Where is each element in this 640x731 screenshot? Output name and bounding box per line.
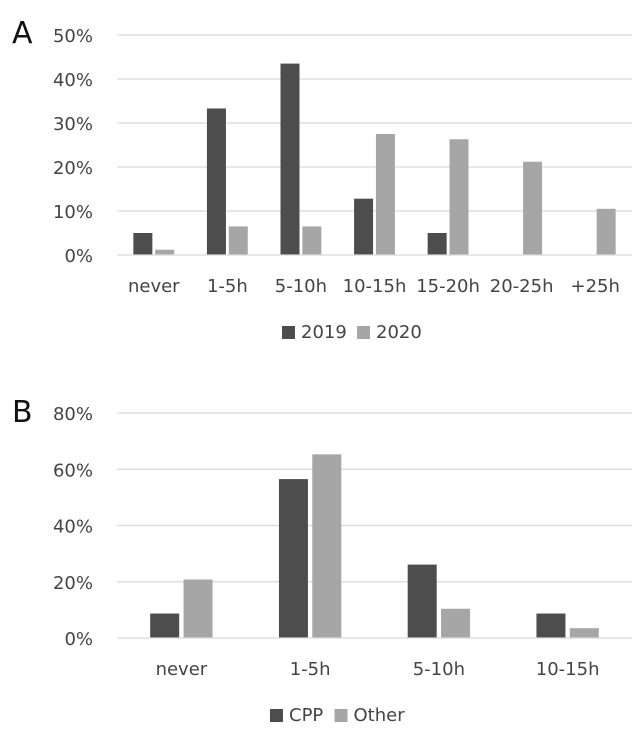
legend-label-cpp: CPP: [289, 705, 323, 726]
bar-a-2020-6: [523, 161, 543, 255]
bar-a-2020-7: [596, 208, 616, 255]
legend-b: CPP Other: [270, 705, 405, 726]
panel-letter-b: B: [12, 395, 33, 430]
chart-panel-b: B 0% 20% 40% 60% 80% never 1-5h 5-10h 10-15h CPP O…: [12, 395, 632, 726]
bar-a-2019-5: [427, 233, 447, 255]
x-tick-label-a: 5-10h: [275, 276, 327, 297]
legend-swatch-2020: [357, 326, 370, 339]
y-tick-label-b: 40%: [53, 517, 93, 538]
bar-a-2019-1: [133, 233, 153, 255]
x-tick-label-b: never: [156, 659, 208, 680]
y-tick-label-b: 60%: [53, 460, 93, 481]
legend-swatch-2019: [282, 326, 295, 339]
bar-a-2020-3: [302, 226, 322, 255]
bar-a-2020-5: [449, 139, 469, 255]
bar-b-other-1: [183, 579, 213, 638]
bar-a-2019-3: [280, 63, 300, 255]
bar-b-cpp-2: [278, 479, 308, 638]
legend-swatch-other: [334, 709, 348, 722]
panel-letter-a: A: [12, 16, 33, 51]
y-tick-label-a: 10%: [53, 202, 93, 223]
bar-b-cpp-1: [150, 613, 180, 638]
y-tick-label-a: 40%: [53, 70, 93, 91]
bar-a-2019-4: [354, 198, 374, 255]
x-tick-label-a: 10-15h: [343, 276, 407, 297]
bar-a-2019-2: [206, 108, 226, 255]
y-tick-label-a: 0%: [64, 246, 93, 267]
y-tick-label-b: 20%: [53, 573, 93, 594]
bar-b-cpp-3: [407, 564, 437, 638]
legend-swatch-cpp: [270, 709, 283, 722]
x-tick-label-a: never: [128, 276, 180, 297]
bar-b-other-2: [312, 454, 342, 638]
bar-a-2020-1: [155, 249, 175, 255]
x-tick-label-a: 15-20h: [416, 276, 480, 297]
x-tick-label-b: 1-5h: [290, 659, 331, 680]
bar-a-2020-4: [375, 134, 395, 255]
x-tick-label-b: 5-10h: [413, 659, 465, 680]
x-tick-label-a: 1-5h: [207, 276, 248, 297]
bar-b-other-3: [441, 608, 471, 638]
y-tick-label-b: 0%: [64, 629, 93, 650]
x-tick-label-b: 10-15h: [536, 659, 600, 680]
y-tick-label-a: 50%: [53, 26, 93, 47]
y-tick-label-a: 20%: [53, 158, 93, 179]
x-tick-label-a: +25h: [571, 276, 620, 297]
y-tick-label-b: 80%: [53, 404, 93, 425]
legend-label-2020: 2020: [376, 322, 422, 343]
bar-b-other-4: [569, 628, 599, 638]
legend-a: 2019 2020: [282, 322, 422, 343]
x-tick-label-a: 20-25h: [490, 276, 554, 297]
legend-label-other: Other: [354, 705, 406, 726]
bar-b-cpp-4: [536, 613, 566, 638]
legend-label-2019: 2019: [301, 322, 347, 343]
bar-a-2020-2: [228, 226, 248, 255]
chart-panel-a: A 0% 10% 20% 30% 40% 50% never 1-5h 5-10h 10-15h 1…: [12, 16, 632, 343]
y-tick-label-a: 30%: [53, 114, 93, 135]
